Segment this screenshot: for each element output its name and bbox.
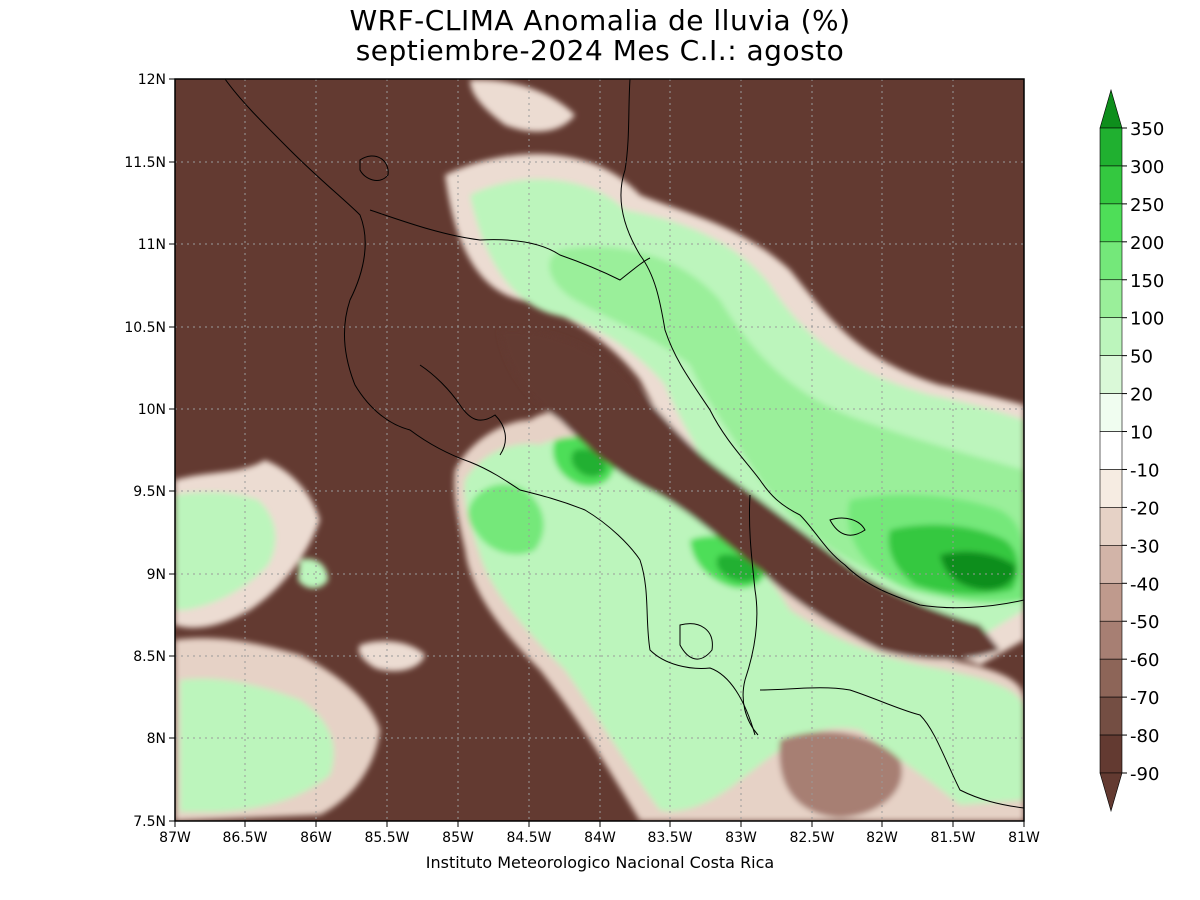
- credit-text: Instituto Meteorologico Nacional Costa R…: [425, 853, 775, 872]
- x-tick-label: 87W: [159, 830, 191, 846]
- colorbar-swatch: [1099, 469, 1123, 508]
- colorbar-label: 200: [1130, 233, 1164, 254]
- colorbar-swatch: [1099, 620, 1123, 660]
- y-tick-label: 9.5N: [133, 484, 166, 500]
- colorbar-swatch: [1099, 507, 1123, 546]
- colorbar-label: 350: [1130, 119, 1164, 140]
- colorbar-label: 10: [1130, 423, 1153, 444]
- colorbar-swatch: [1099, 203, 1123, 243]
- colorbar-swatch: [1099, 658, 1123, 698]
- x-tick-label: 83.5W: [647, 830, 692, 846]
- colorbar-swatch: [1099, 582, 1123, 622]
- y-tick-labels: 12N 11.5N 11N 10.5N 10N 9.5N 9N 8.5N 8N …: [124, 72, 166, 830]
- x-tick-labels: 87W 86.5W 86W 85.5W 85W 84.5W 84W 83.5W …: [159, 830, 1040, 846]
- y-tick-label: 10.5N: [124, 320, 166, 336]
- y-tick-label: 12N: [138, 72, 166, 88]
- pacific-wet-region: [464, 439, 1024, 812]
- western-ocean-wet-patch: [175, 492, 276, 610]
- caribbean-coast: [620, 79, 1024, 609]
- panama-northwest-coast: [829, 517, 866, 536]
- colorbar-label: -20: [1130, 498, 1159, 519]
- colorbar-label: 100: [1130, 309, 1164, 330]
- colorbar-label: -40: [1130, 574, 1159, 595]
- x-tick-label: 83W: [725, 830, 757, 846]
- x-tick-label: 82W: [866, 830, 898, 846]
- colorbar: 350 300 250 200 150 100 50 20 10 -10 -20 -30 -40 -50 -…: [1099, 88, 1164, 813]
- panama-wet-maximum-core: [940, 551, 1016, 590]
- nicaragua-pacific-coast: [224, 79, 756, 736]
- northern-moist-patch: [470, 79, 575, 132]
- y-tick-label: 10N: [138, 402, 166, 418]
- colorbar-label: -90: [1130, 764, 1159, 785]
- central-valley-wet-maximum-core: [571, 449, 606, 477]
- lake-nicaragua: [359, 155, 389, 181]
- x-tick-label: 82.5W: [789, 830, 834, 846]
- colorbar-label: 20: [1130, 385, 1153, 406]
- x-tick-label: 86W: [300, 830, 332, 846]
- colorbar-label: 250: [1130, 195, 1164, 216]
- nicaragua-costa-rica-border: [369, 209, 651, 281]
- x-tick-label: 86.5W: [222, 830, 267, 846]
- colorbar-swatch: [1099, 355, 1123, 394]
- graticule: [175, 79, 1024, 821]
- y-tick-label: 11N: [138, 237, 166, 253]
- small-wet-cell: [298, 558, 328, 589]
- coastlines: [224, 79, 1024, 809]
- colorbar-swatch: [1099, 431, 1123, 470]
- western-ocean-wet-patch-south: [180, 678, 334, 812]
- map-title-line-1: WRF-CLIMA Anomalia de lluvia (%): [349, 4, 851, 37]
- colorbar-label: -10: [1130, 460, 1159, 481]
- colorbar-label: 150: [1130, 271, 1164, 292]
- nicoya-peninsula-coast: [419, 364, 506, 456]
- colorbar-swatch: [1099, 279, 1123, 319]
- colorbar-swatch: [1099, 241, 1123, 281]
- y-tick-label: 8N: [147, 731, 166, 747]
- x-tick-label: 81W: [1008, 830, 1040, 846]
- x-tick-label: 85.5W: [364, 830, 409, 846]
- colorbar-swatch: [1099, 317, 1123, 356]
- y-tick-label: 11.5N: [124, 155, 166, 171]
- y-tick-label: 9N: [147, 567, 166, 583]
- colorbar-top-arrow: [1099, 88, 1123, 129]
- southern-dry-patch: [779, 731, 902, 818]
- x-tick-label: 84.5W: [506, 830, 551, 846]
- colorbar-label: -30: [1130, 536, 1159, 557]
- chiriqui-coast: [759, 687, 1024, 809]
- colorbar-label: 50: [1130, 347, 1153, 368]
- interior-dry-tongue: [500, 329, 1000, 660]
- y-tick-label: 8.5N: [133, 649, 166, 665]
- osa-peninsula-coast: [679, 623, 713, 660]
- x-tick-label: 81.5W: [930, 830, 975, 846]
- colorbar-swatch: [1099, 734, 1123, 774]
- pacific-wet-region-core: [468, 484, 544, 555]
- anomaly-field: [175, 79, 1024, 821]
- colorbar-label: -60: [1130, 650, 1159, 671]
- map-title-line-2: septiembre-2024 Mes C.I.: agosto: [355, 34, 845, 67]
- colorbar-swatch: [1099, 393, 1123, 432]
- x-tick-label: 84W: [584, 830, 616, 846]
- colorbar-swatch: [1099, 127, 1123, 167]
- colorbar-label: 300: [1130, 157, 1164, 178]
- y-ticks: [169, 78, 175, 822]
- colorbar-label: -70: [1130, 688, 1159, 709]
- colorbar-swatch: [1099, 545, 1123, 584]
- x-tick-label: 85W: [442, 830, 474, 846]
- colorbar-bottom-arrow: [1099, 772, 1123, 813]
- colorbar-label: -50: [1130, 612, 1159, 633]
- y-tick-label: 7.5N: [133, 814, 166, 830]
- colorbar-swatch: [1099, 696, 1123, 736]
- x-ticks: [174, 821, 1025, 827]
- costa-rica-panama-border: [742, 494, 759, 736]
- colorbar-swatch: [1099, 165, 1123, 205]
- colorbar-label: -80: [1130, 726, 1159, 747]
